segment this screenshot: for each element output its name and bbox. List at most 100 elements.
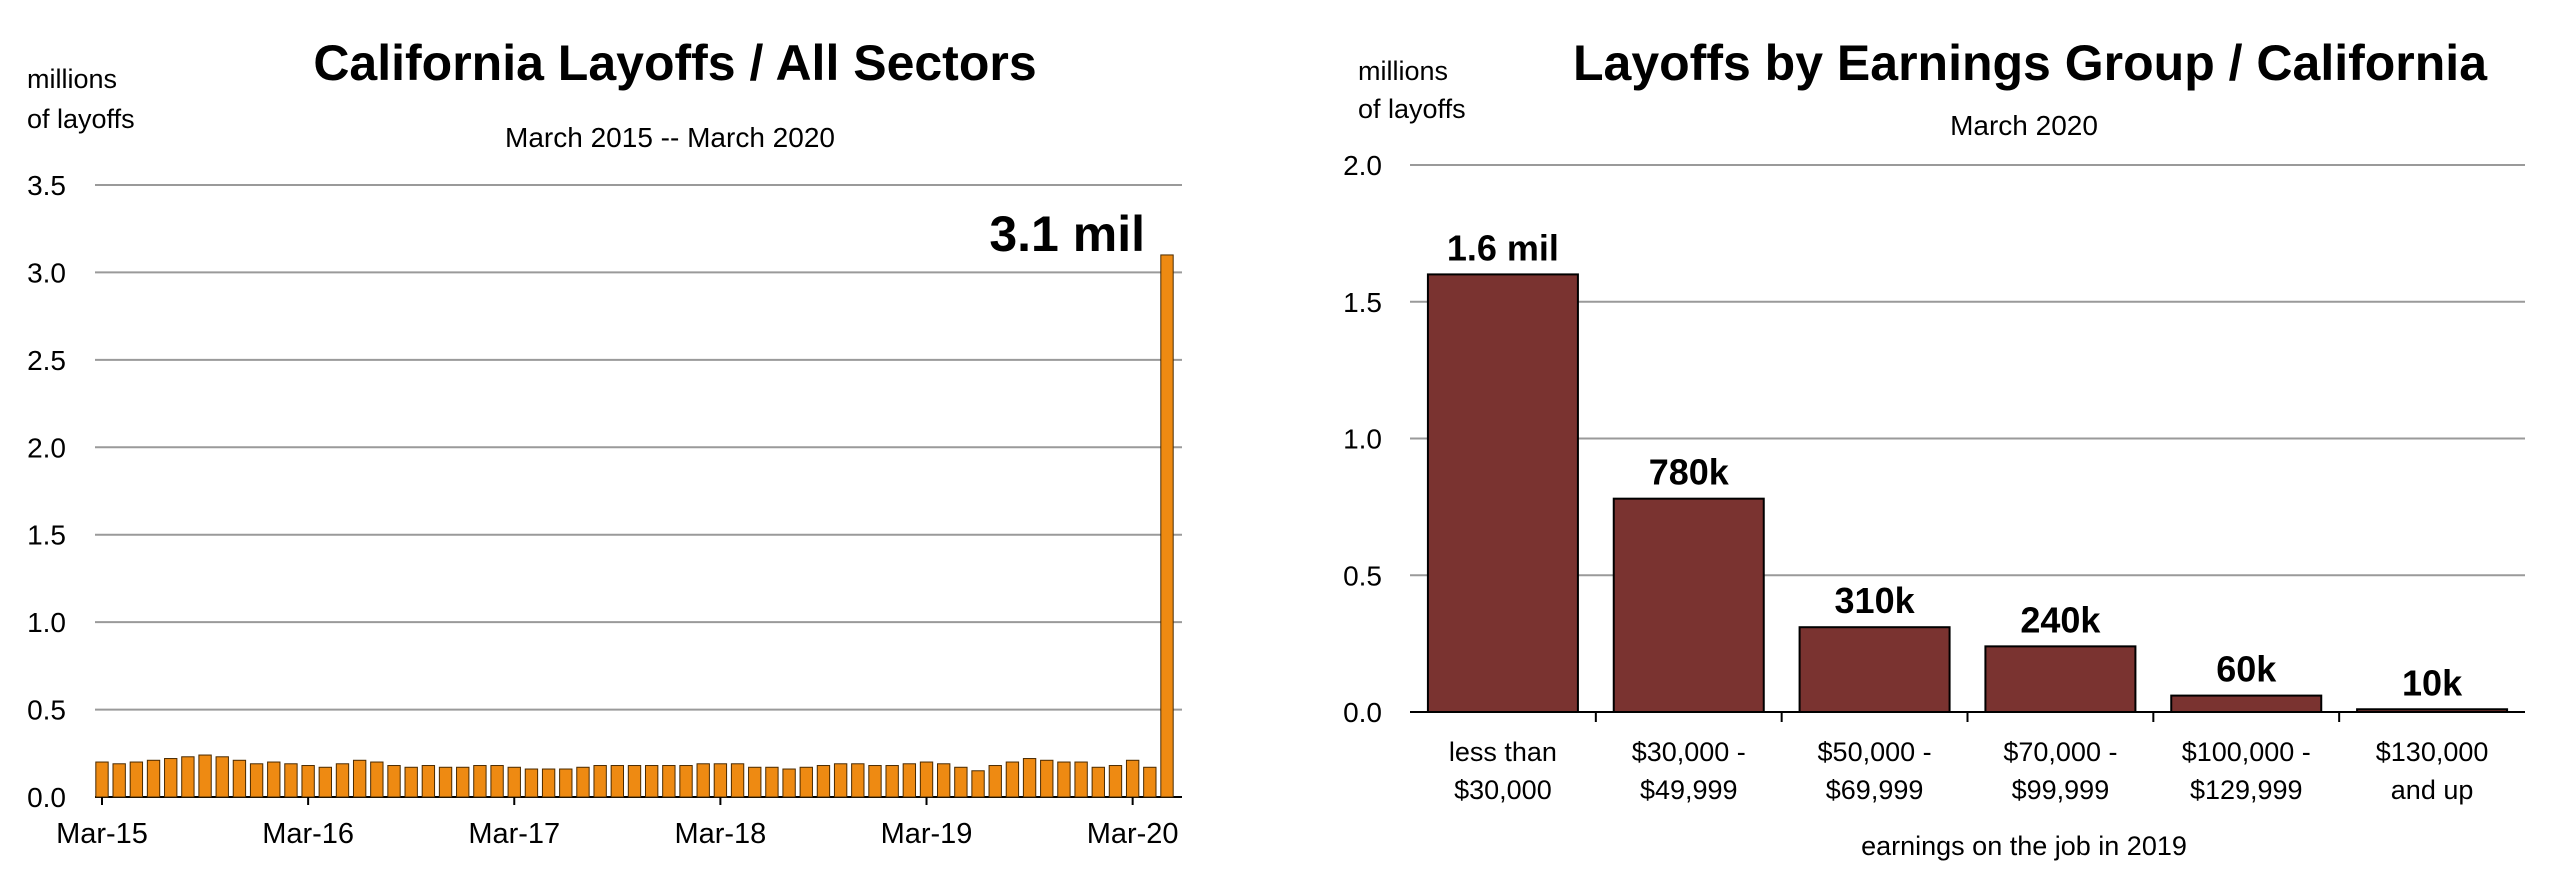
right-chart-title: Layoffs by Earnings Group / California [1573,35,2488,91]
left-bar [782,768,796,798]
left-bar [541,768,556,798]
right-bar [2356,708,2509,714]
left-xtick-labels: Mar-15 Mar-16 Mar-17 Mar-18 Mar-19 Mar-20 [56,797,1179,850]
left-bar [438,766,453,798]
left-bar [713,763,728,798]
right-data-label: 10k [2402,662,2463,703]
left-bar [318,766,332,798]
left-bar [816,765,831,798]
right-category-labels: less than $30,000 $30,000 - $49,999 $50,000 … [1449,712,2489,805]
left-bar [971,770,985,798]
left-bar [421,765,436,798]
right-category-label: $130,000 [2376,737,2489,767]
left-bar [1091,766,1105,798]
right-ylabel-line1: millions [1358,56,1448,86]
left-bar [490,765,504,798]
left-bars [95,254,1174,798]
left-bar [868,765,882,798]
left-bar [387,765,401,798]
left-bar [851,763,865,798]
right-ytick-labels: 0.0 0.5 1.0 1.5 2.0 [1343,150,1382,728]
left-ytick-label: 0.0 [27,782,66,813]
left-ytick-label: 0.5 [27,695,66,726]
right-ytick-label: 2.0 [1343,150,1382,181]
left-bar [902,763,917,798]
right-bar [1612,497,1765,714]
right-category-label: $69,999 [1826,775,1924,805]
left-bar [1022,758,1037,798]
left-bar [988,765,1002,798]
left-bar [730,763,745,798]
left-bar [1040,759,1054,798]
left-ylabel-line1: millions [27,64,117,94]
left-chart-title: California Layoffs / All Sectors [313,35,1036,91]
right-category-label: and up [2391,775,2474,805]
left-bar [473,765,487,798]
right-category-label: $99,999 [2012,775,2110,805]
left-ytick-label: 2.0 [27,432,66,463]
left-bar [1057,761,1071,798]
left-xtick-label: Mar-15 [56,818,148,850]
left-xtick-label: Mar-16 [262,818,354,850]
left-bar [370,761,384,798]
right-data-label: 780k [1649,452,1730,493]
left-bar [954,766,968,798]
left-bar [284,763,298,798]
right-bar [1426,273,1579,713]
left-ylabel-line2: of layoffs [27,104,135,134]
left-bar [129,761,144,798]
left-bar [833,763,848,798]
left-bar [593,765,607,798]
right-xlabel: earnings on the job in 2019 [1861,831,2187,861]
right-category-label: $100,000 - [2182,737,2311,767]
left-bar [215,756,229,798]
left-bar [181,756,195,798]
left-bar [1005,761,1020,798]
left-bar [112,763,126,798]
left-bar [267,761,281,798]
left-bar [610,765,625,798]
right-data-labels: 1.6 mil 780k 310k 240k 60k 10k [1447,227,2463,703]
right-data-label: 60k [2216,649,2277,690]
left-bar [799,766,813,798]
right-category-label: $30,000 - [1632,737,1746,767]
right-category-label: $129,999 [2190,775,2303,805]
right-data-label: 240k [2020,599,2101,640]
right-ylabel-line2: of layoffs [1358,94,1466,124]
left-ytick-labels: 0.0 0.5 1.0 1.5 2.0 2.5 3.0 3.5 [27,170,66,813]
left-bar [249,763,264,798]
chart-left: California Layoffs / All Sectors March 2… [27,35,1182,850]
right-category-label: $70,000 - [2003,737,2117,767]
left-bar [662,765,676,798]
right-bar [1798,626,1951,714]
right-ytick-label: 1.5 [1343,287,1382,318]
left-bar [507,766,521,798]
left-bar [456,766,470,798]
left-xtick-label: Mar-19 [881,818,973,850]
right-category-label: $50,000 - [1818,737,1932,767]
left-bar [696,763,710,798]
right-data-label: 1.6 mil [1447,227,1559,268]
left-bar [919,761,934,798]
right-ytick-label: 1.0 [1343,424,1382,455]
left-bar [748,766,762,798]
left-annotation-label: 3.1 mil [989,206,1145,262]
left-bar [301,765,315,798]
left-bar [352,759,367,798]
right-ytick-label: 0.0 [1343,697,1382,728]
left-bar [1074,761,1088,798]
left-ytick-label: 3.0 [27,257,66,288]
right-category-label: $30,000 [1454,775,1552,805]
left-bar [627,765,642,798]
left-bar [644,765,659,798]
right-data-label: 310k [1835,580,1916,621]
left-ytick-label: 1.0 [27,607,66,638]
left-gridlines [95,184,1182,798]
left-xtick-label: Mar-18 [674,818,766,850]
right-bar [1984,645,2137,713]
left-bar [765,766,779,798]
left-bar [232,759,247,798]
chart-right: Layoffs by Earnings Group / California M… [1343,35,2525,861]
left-bar [335,763,350,798]
